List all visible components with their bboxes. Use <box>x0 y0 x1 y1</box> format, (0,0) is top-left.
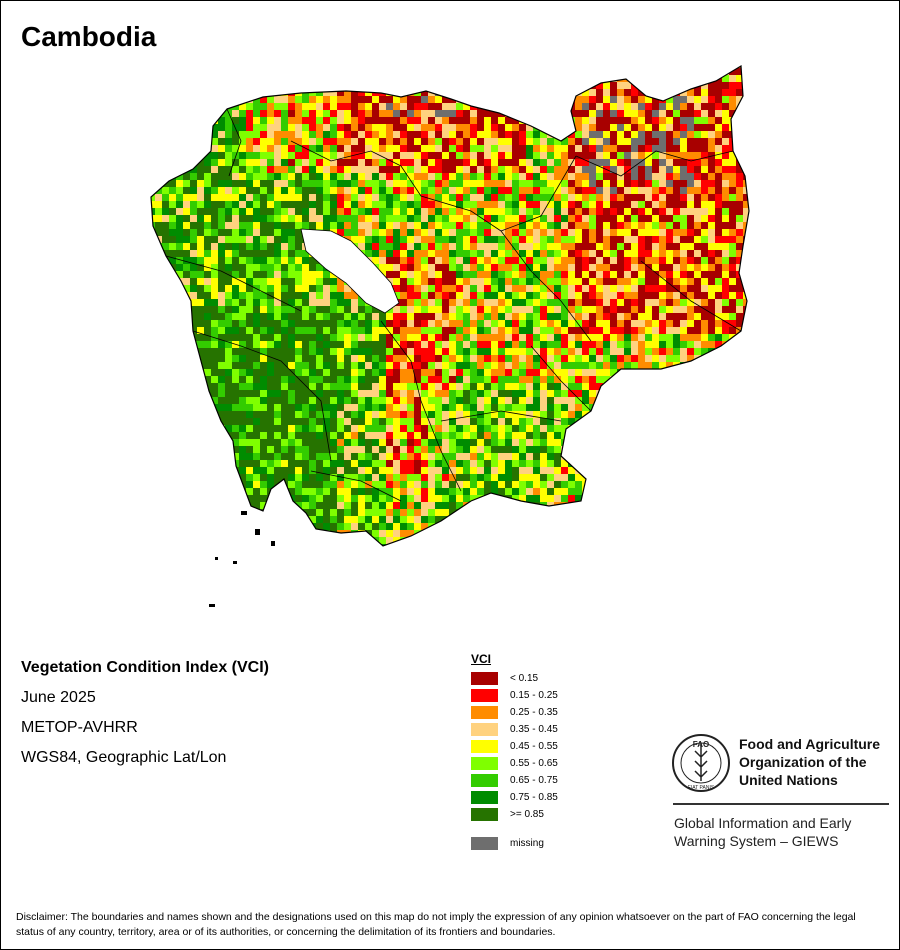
legend-label: 0.45 - 0.55 <box>510 741 558 752</box>
legend-swatch <box>471 774 498 787</box>
fao-logo-icon: FAO FIAT PANIS <box>672 734 730 792</box>
org-name-line2: Organization of the <box>739 754 867 770</box>
product-name: Vegetation Condition Index (VCI) <box>21 659 269 676</box>
fao-branding: FAO FIAT PANIS Food and Agriculture Orga… <box>671 733 891 853</box>
legend-label: 0.65 - 0.75 <box>510 775 558 786</box>
system-name-line2: Warning System – GIEWS <box>674 833 839 849</box>
tonle-sap-lake <box>300 228 400 314</box>
disclaimer: Disclaimer: The boundaries and names sho… <box>16 911 856 938</box>
legend-swatch <box>471 740 498 753</box>
divider <box>673 803 889 805</box>
projection: WGS84, Geographic Lat/Lon <box>21 749 227 766</box>
legend: VCI < 0.15 0.15 - 0.25 0.25 - 0.35 0.35 - 0… <box>471 652 651 862</box>
legend-swatch <box>471 689 498 702</box>
legend-label: 0.15 - 0.25 <box>510 690 558 701</box>
system-name-line1: Global Information and Early <box>674 815 852 831</box>
sensor: METOP-AVHRR <box>21 719 138 736</box>
legend-label: 0.25 - 0.35 <box>510 707 558 718</box>
legend-label: >= 0.85 <box>510 809 544 820</box>
legend-swatch <box>471 706 498 719</box>
legend-swatch <box>471 723 498 736</box>
period: June 2025 <box>21 689 96 706</box>
coastal-islands <box>209 511 275 607</box>
legend-swatch-missing <box>471 837 498 850</box>
legend-title: VCI <box>471 652 492 666</box>
legend-swatch <box>471 791 498 804</box>
province-boundaries <box>165 108 742 502</box>
legend-label: 0.55 - 0.65 <box>510 758 558 769</box>
org-name-line3: United Nations <box>739 772 838 788</box>
org-name-line1: Food and Agriculture <box>739 736 881 752</box>
vci-raster <box>151 66 749 546</box>
legend-label: 0.75 - 0.85 <box>510 792 558 803</box>
legend-swatch <box>471 808 498 821</box>
map-title: Cambodia <box>21 21 157 52</box>
vci-map <box>150 65 750 607</box>
legend-label: < 0.15 <box>510 673 539 684</box>
legend-swatch <box>471 757 498 770</box>
legend-swatch <box>471 672 498 685</box>
legend-label: 0.35 - 0.45 <box>510 724 558 735</box>
legend-label-missing: missing <box>510 838 544 849</box>
